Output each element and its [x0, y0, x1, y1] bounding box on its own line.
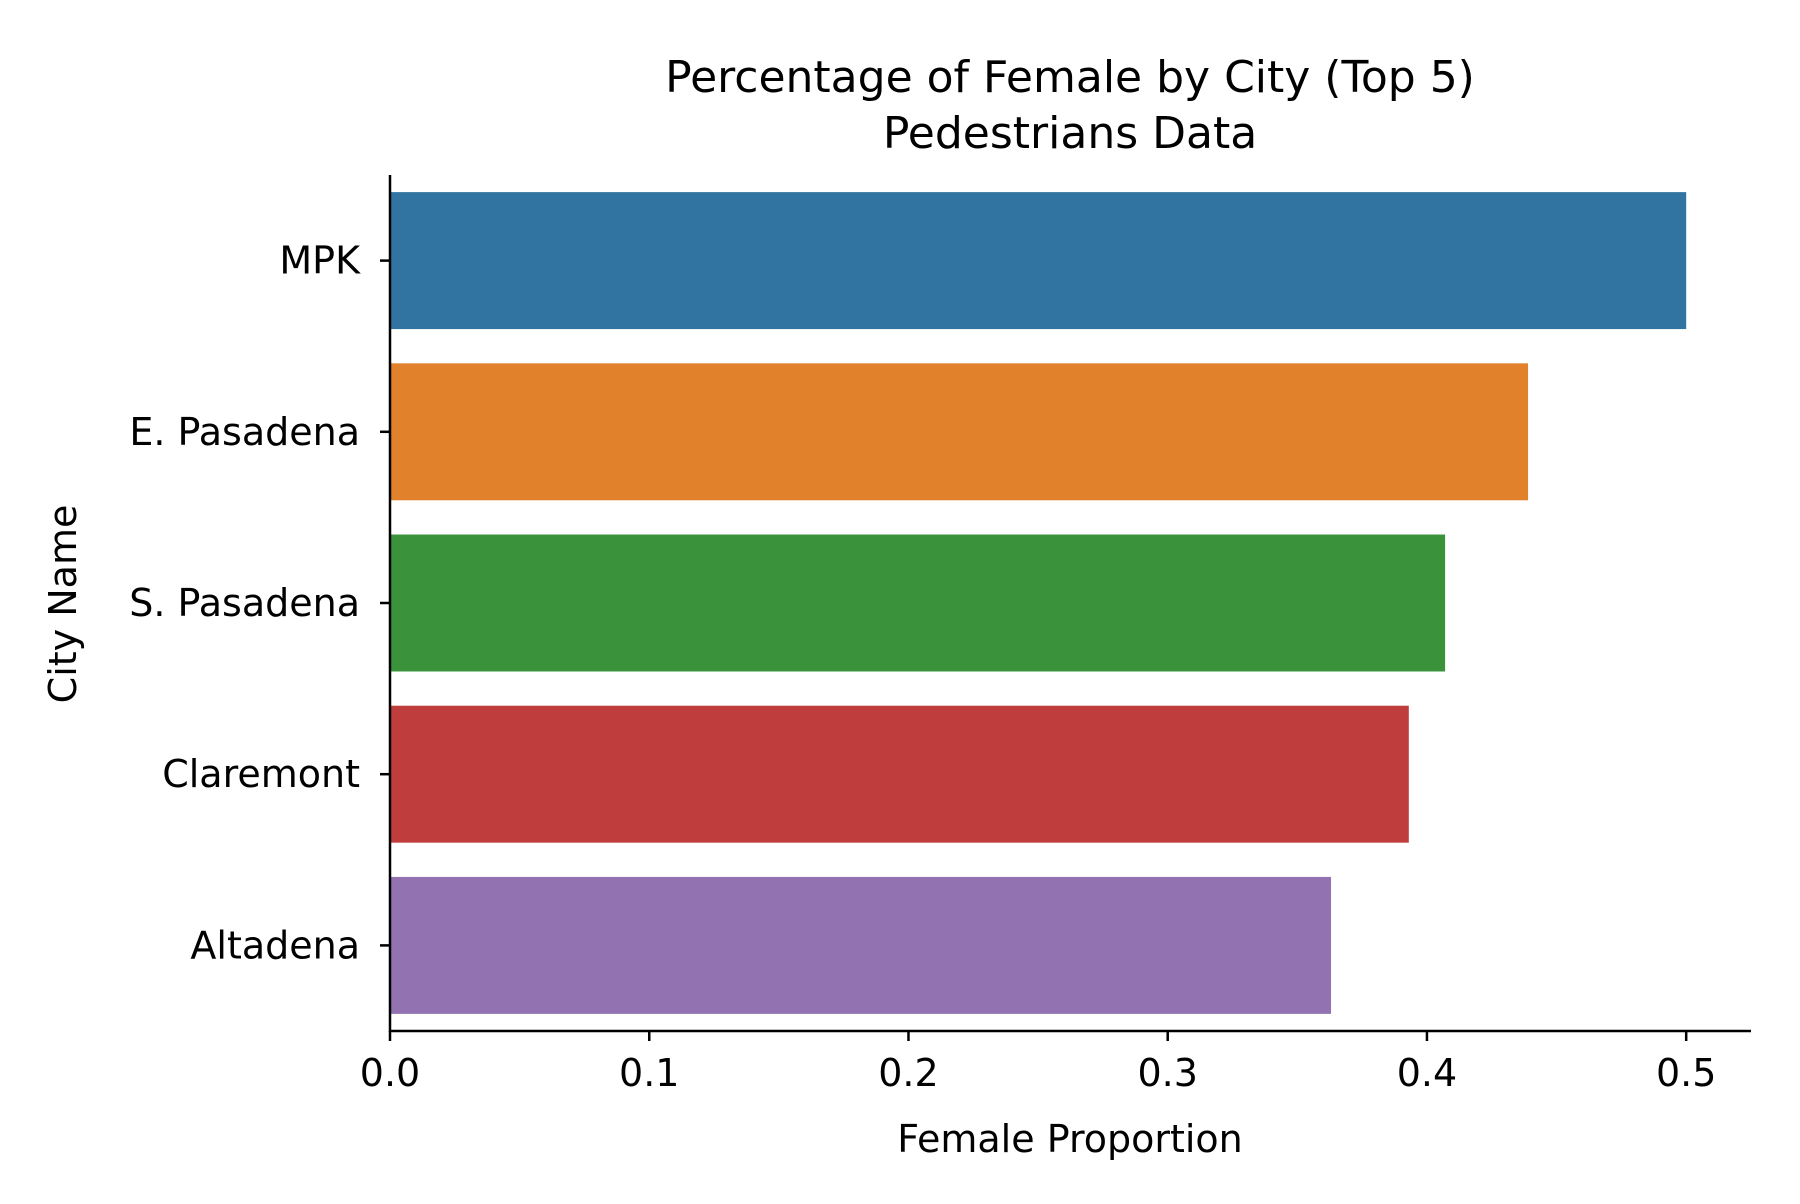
y-tick-label: Altadena [190, 923, 360, 967]
bar-e-pasadena [390, 363, 1529, 501]
bar-altadena [390, 876, 1332, 1014]
bar-s-pasadena [390, 534, 1446, 672]
y-tick-label: S. Pasadena [129, 581, 360, 625]
x-tick-label: 0.1 [619, 1051, 679, 1095]
x-tick-label: 0.4 [1397, 1051, 1457, 1095]
y-tick-label: E. Pasadena [129, 410, 360, 454]
x-axis-label: Female Proportion [897, 1117, 1243, 1161]
bars-layer [390, 192, 1687, 1014]
y-tick-label: MPK [279, 239, 361, 283]
bar-claremont [390, 705, 1409, 843]
y-axis-label: City Name [41, 505, 85, 704]
x-tick-label: 0.0 [360, 1051, 420, 1095]
x-tick-label: 0.3 [1137, 1051, 1197, 1095]
chart-title-line1: Percentage of Female by City (Top 5) [665, 52, 1475, 103]
x-tick-label: 0.2 [878, 1051, 938, 1095]
x-axis-ticks: 0.0 0.1 0.2 0.3 0.4 0.5 [360, 1031, 1716, 1095]
y-tick-label: Claremont [162, 752, 360, 796]
y-axis-ticks: MPK E. Pasadena S. Pasadena Claremont Altade… [129, 239, 390, 967]
x-tick-label: 0.5 [1656, 1051, 1716, 1095]
bar-mpk [390, 192, 1687, 330]
chart-title-line2: Pedestrians Data [883, 108, 1257, 159]
